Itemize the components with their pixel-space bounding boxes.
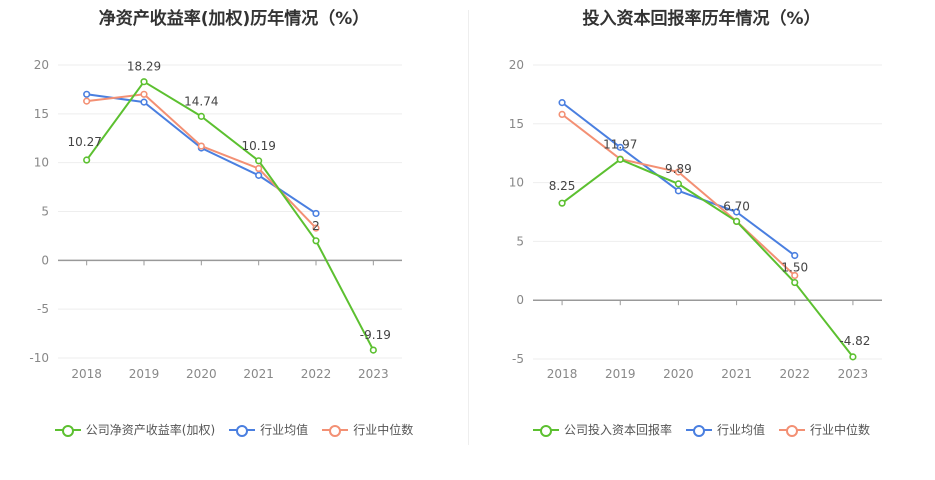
chart-legend: 公司投入资本回报率 行业均值 行业中位数 (468, 421, 935, 438)
y-tick-label: 20 (509, 58, 524, 72)
legend-line-marker-icon (229, 424, 256, 437)
data-point[interactable] (616, 155, 624, 164)
series-line (561, 101, 796, 257)
legend-item[interactable]: 行业中位数 (779, 421, 870, 438)
data-point[interactable] (558, 99, 566, 107)
data-label: -4.82 (839, 334, 870, 348)
legend-label: 公司净资产收益率(加权) (85, 423, 216, 437)
x-tick-label: 2021 (243, 367, 274, 381)
roe-chart-panel: 净资产收益率(加权)历年情况（%） 20 15 10 5 0 -5 -10 2018 2019 2… (0, 9, 468, 438)
x-tick-label: 2019 (129, 367, 160, 381)
roic-chart-plot: 20 15 10 5 0 -5 2018 2019 2020 2021 2022 2023 8.25 11… (509, 58, 882, 381)
data-point[interactable] (140, 78, 148, 86)
legend-line-marker-icon (532, 424, 559, 437)
data-point[interactable] (83, 97, 91, 105)
data-label: -9.19 (360, 328, 391, 342)
legend-item[interactable]: 公司净资产收益率(加权) (54, 421, 216, 438)
legend-item[interactable]: 行业均值 (229, 421, 308, 438)
data-point[interactable] (255, 171, 263, 179)
x-tick-label: 2023 (358, 367, 389, 381)
data-label: 18.29 (127, 60, 161, 74)
y-tick-label: 20 (34, 58, 49, 72)
data-point[interactable] (197, 112, 205, 120)
data-point[interactable] (312, 209, 320, 218)
x-tick-label: 2019 (605, 367, 636, 381)
legend-label: 行业均值 (716, 423, 765, 437)
data-point[interactable] (558, 110, 566, 118)
data-label: 11.97 (603, 137, 637, 151)
data-label: 6.70 (723, 199, 750, 213)
data-point[interactable] (83, 90, 91, 98)
data-point[interactable] (674, 168, 683, 176)
data-label: 14.74 (184, 94, 218, 108)
legend-line-marker-icon (685, 424, 712, 437)
series-line (561, 113, 796, 277)
data-point[interactable] (83, 156, 91, 164)
data-label: 8.25 (549, 179, 576, 193)
data-label: 2 (312, 219, 320, 233)
x-tick-label: 2023 (838, 367, 869, 381)
data-label: 1.50 (781, 261, 808, 275)
y-tick-label: -5 (512, 352, 524, 366)
data-point[interactable] (140, 90, 148, 98)
data-point[interactable] (849, 353, 857, 361)
x-tick-label: 2020 (663, 367, 694, 381)
data-point[interactable] (312, 237, 320, 245)
legend-label: 行业中位数 (353, 423, 414, 437)
data-label: 10.19 (241, 139, 275, 153)
data-point[interactable] (732, 208, 741, 216)
data-point[interactable] (791, 271, 799, 280)
legend-item[interactable]: 行业均值 (685, 421, 765, 438)
y-tick-label: 0 (41, 253, 49, 267)
y-tick-label: 5 (41, 205, 49, 219)
x-tick-label: 2021 (721, 367, 752, 381)
y-tick-label: -10 (29, 351, 49, 365)
y-tick-label: 15 (509, 117, 524, 131)
legend-item[interactable]: 行业中位数 (322, 421, 413, 438)
legend-line-marker-icon (779, 424, 805, 437)
y-tick-label: -5 (37, 302, 49, 316)
data-point[interactable] (140, 98, 148, 106)
series-line (85, 80, 375, 351)
data-label: 9.89 (665, 162, 692, 176)
data-point[interactable] (791, 251, 799, 260)
legend-line-marker-icon (322, 424, 349, 437)
x-tick-label: 2018 (547, 367, 578, 381)
x-tick-label: 2020 (186, 367, 217, 381)
data-point[interactable] (312, 224, 320, 232)
series-line (561, 158, 854, 358)
data-point[interactable] (255, 157, 263, 165)
data-point[interactable] (732, 217, 741, 226)
legend-item[interactable]: 公司投入资本回报率 (532, 421, 672, 438)
data-point[interactable] (791, 278, 799, 287)
chart-legend: 公司净资产收益率(加权) 行业均值 行业中位数 (0, 421, 468, 438)
panel-divider (468, 10, 469, 445)
y-tick-label: 15 (34, 107, 49, 121)
data-label: 10.27 (67, 135, 101, 149)
chart-title: 投入资本回报率历年情况（%） (582, 9, 821, 29)
chart-title: 净资产收益率(加权)历年情况（%） (98, 9, 370, 29)
data-point[interactable] (369, 346, 377, 354)
y-tick-label: 5 (516, 234, 524, 248)
y-tick-label: 0 (516, 293, 524, 307)
data-point[interactable] (674, 180, 683, 188)
data-point[interactable] (197, 142, 205, 150)
x-tick-label: 2022 (301, 367, 332, 381)
legend-label: 行业中位数 (810, 423, 871, 437)
y-tick-label: 10 (509, 176, 524, 190)
roe-chart-plot: 20 15 10 5 0 -5 -10 2018 2019 2020 2021 2022 2023 10.… (29, 58, 402, 381)
data-point[interactable] (255, 164, 263, 173)
x-tick-label: 2022 (779, 367, 810, 381)
y-tick-label: 10 (34, 156, 49, 170)
roic-chart-panel: 投入资本回报率历年情况（%） 20 15 10 5 0 -5 2018 2019 2020 202… (468, 0, 935, 480)
data-point[interactable] (674, 187, 683, 195)
data-point[interactable] (558, 199, 566, 207)
x-tick-label: 2018 (71, 367, 102, 381)
legend-label: 公司投入资本回报率 (563, 423, 672, 437)
data-point[interactable] (616, 143, 624, 151)
legend-label: 行业均值 (260, 423, 309, 437)
legend-line-marker-icon (54, 424, 81, 437)
